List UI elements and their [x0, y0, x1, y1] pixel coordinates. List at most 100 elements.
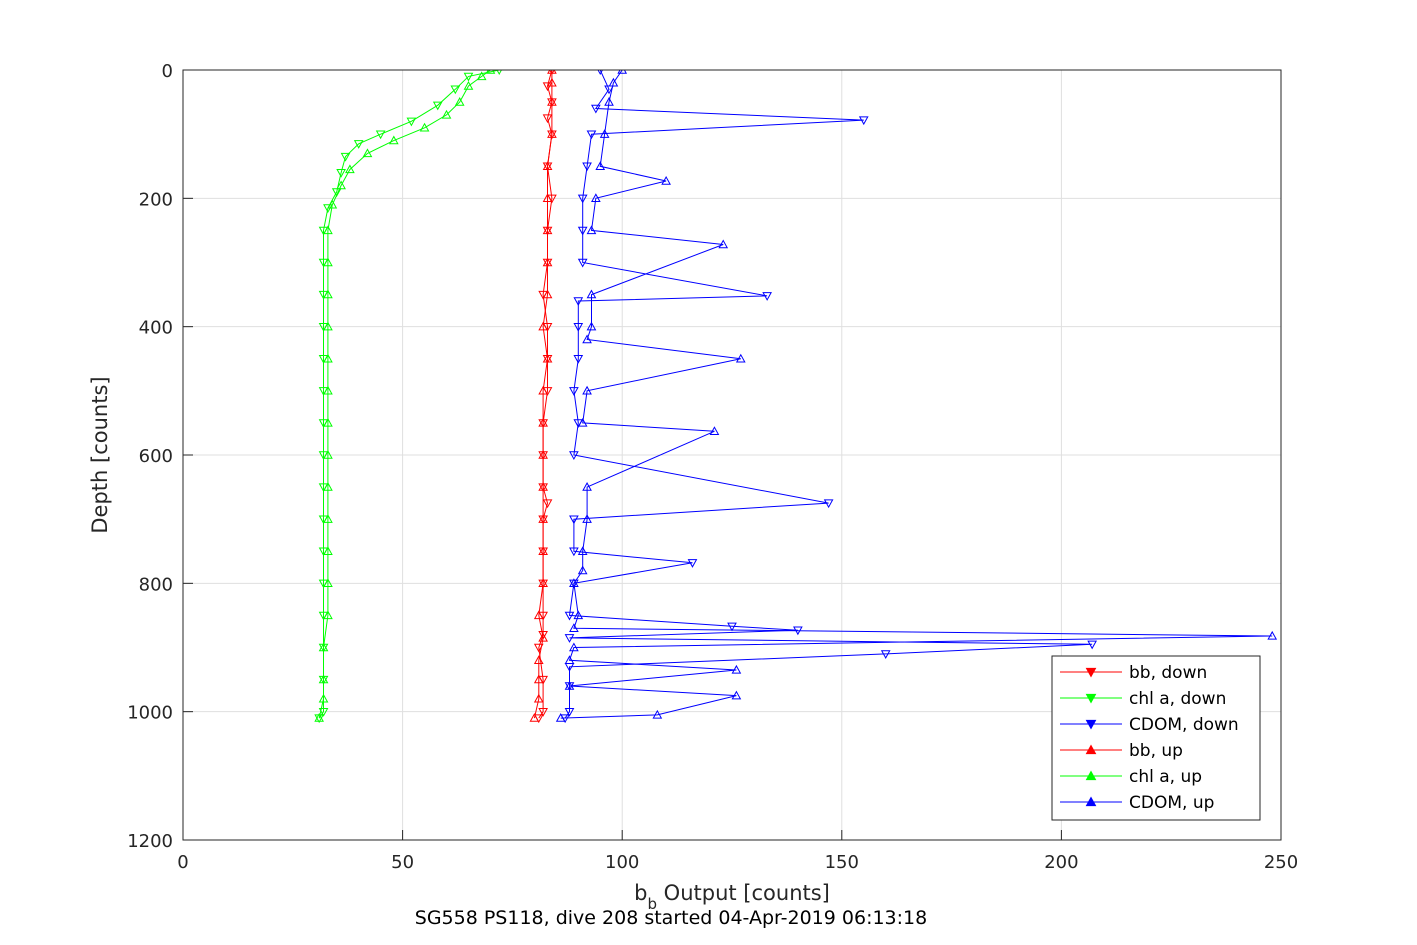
data-point [529, 713, 540, 722]
data-point [542, 289, 553, 299]
data-point [652, 709, 663, 719]
series-line-chl-a-up [318, 70, 491, 719]
y-tick-label: 600 [139, 446, 173, 467]
data-point [450, 85, 461, 95]
data-point [538, 578, 548, 588]
data-point [564, 634, 575, 643]
data-point [538, 417, 548, 427]
data-point [555, 713, 566, 722]
legend-label: chl a, down [1129, 689, 1226, 709]
legend-marker [1085, 744, 1097, 755]
data-point [547, 70, 557, 74]
data-point [323, 546, 333, 555]
data-point [762, 292, 772, 301]
data-point [485, 70, 496, 74]
data-point [547, 77, 557, 87]
data-point [538, 546, 548, 555]
legend: bb, down chl a, down CDOM, down bb, up chl a… [1051, 655, 1261, 821]
data-point [388, 135, 399, 145]
data-point [362, 148, 373, 158]
data-point [569, 642, 579, 652]
data-point [582, 514, 592, 523]
data-point [582, 162, 592, 172]
series-cdom-down [560, 70, 1097, 724]
y-axis-ticks: 0 200 400 600 800 1000 1200 [127, 61, 193, 852]
data-point [538, 632, 548, 642]
legend-marker [1085, 770, 1097, 781]
series-bb-up [529, 70, 557, 722]
data-point [858, 116, 869, 126]
grid [182, 69, 1282, 841]
data-point [718, 239, 729, 249]
x-tick-label: 0 [177, 852, 188, 873]
data-point [687, 559, 698, 568]
data-point [538, 449, 548, 459]
data-point [323, 225, 333, 235]
data-point [731, 664, 742, 674]
data-point [327, 199, 338, 209]
series-layer [314, 70, 1278, 724]
data-point [419, 122, 430, 132]
data-point [323, 289, 333, 299]
x-tick-label: 250 [1264, 852, 1298, 873]
data-point [547, 97, 557, 106]
data-point [336, 168, 346, 178]
data-point [573, 322, 584, 332]
data-point [569, 451, 579, 461]
data-point [569, 387, 579, 396]
data-point [318, 642, 329, 652]
data-point [323, 449, 333, 459]
data-point [323, 578, 333, 588]
data-point [604, 97, 614, 106]
data-point [542, 257, 553, 267]
data-point [586, 130, 597, 140]
data-point [582, 385, 592, 395]
legend-item-cdom-up: CDOM, up [1060, 793, 1214, 813]
data-point [569, 547, 579, 557]
data-point [323, 321, 333, 331]
data-point [533, 693, 544, 703]
data-point [432, 101, 443, 111]
data-point [538, 514, 548, 523]
data-point [533, 674, 544, 684]
data-point [823, 499, 834, 509]
data-point [727, 622, 737, 632]
data-point [577, 546, 588, 555]
data-point [314, 713, 325, 722]
legend-item-chl-a-down: chl a, down [1060, 689, 1226, 709]
series-line-bb-up [533, 70, 553, 719]
series-line-chl-a-down [318, 70, 500, 719]
data-point [731, 690, 742, 700]
data-point [323, 353, 333, 363]
legend-item-bb-up: bb, up [1060, 741, 1183, 761]
series-cdom-up [555, 70, 1278, 722]
data-point [463, 72, 474, 82]
data-point [661, 175, 671, 185]
legend-marker [1085, 693, 1097, 704]
data-point [542, 114, 553, 124]
data-point [323, 514, 333, 523]
data-point [564, 611, 575, 621]
data-point [608, 77, 619, 87]
data-point [880, 650, 891, 659]
y-tick-label: 800 [139, 574, 173, 595]
data-point [538, 707, 548, 717]
data-point [617, 70, 628, 74]
data-point [476, 71, 487, 81]
data-point [542, 161, 553, 170]
data-point [318, 693, 329, 703]
data-point [573, 355, 584, 364]
data-point [586, 289, 597, 299]
data-point [533, 610, 544, 620]
data-point [709, 426, 720, 435]
data-point [406, 117, 417, 127]
y-tick-label: 1200 [127, 831, 173, 852]
legend-label: chl a, up [1129, 767, 1202, 787]
data-point [586, 225, 597, 235]
x-tick-label: 150 [825, 852, 859, 873]
legend-item-bb-down: bb, down [1060, 663, 1207, 683]
legend-item-cdom-down: CDOM, down [1060, 715, 1239, 735]
data-point [569, 578, 579, 588]
data-point [582, 334, 592, 344]
data-point [564, 680, 575, 690]
